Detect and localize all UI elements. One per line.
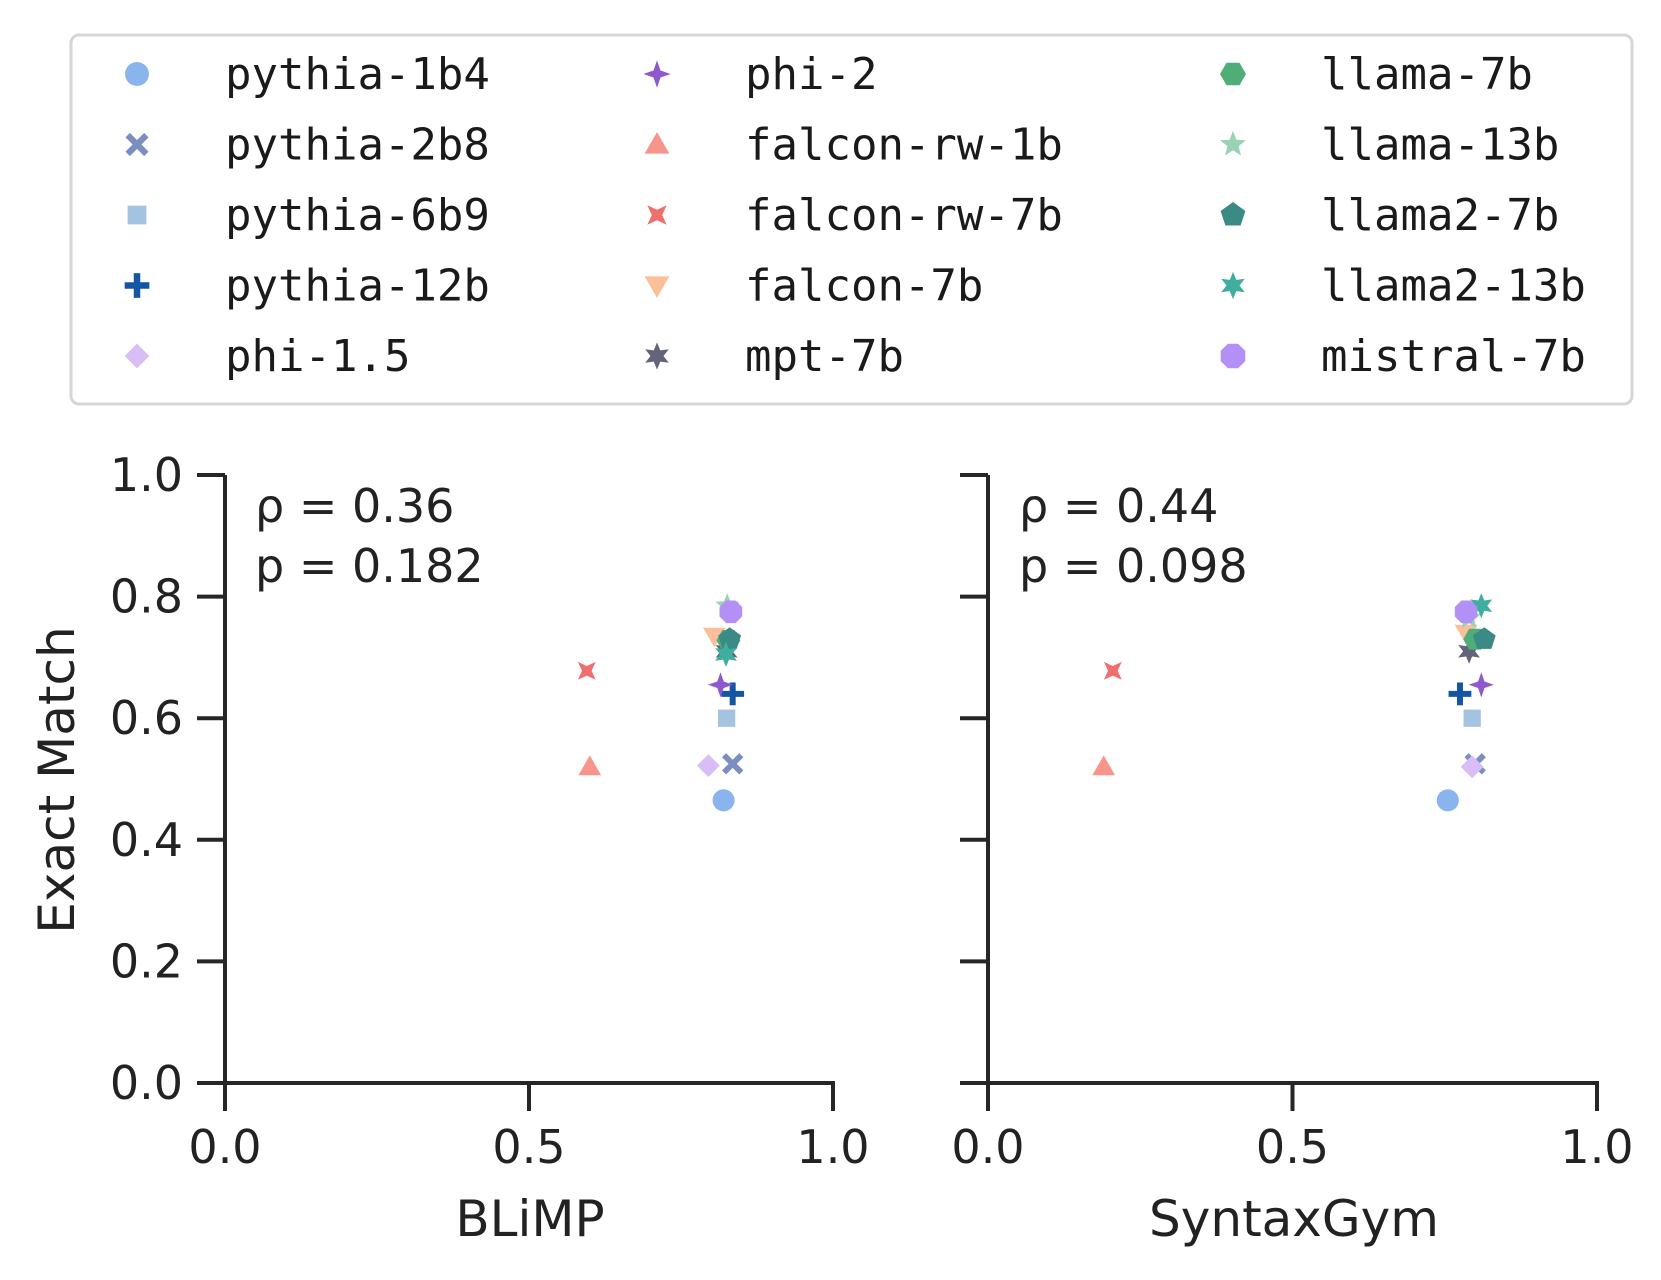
x-tick-label: 0.0 [188, 1120, 261, 1174]
point-llama2-7b [718, 627, 742, 649]
rho-annotation: ρ = 0.44 [1019, 479, 1218, 533]
legend-label: llama2-13b [1321, 261, 1586, 312]
legend-item: llama2-13b [1221, 261, 1586, 312]
legend-marker [644, 132, 670, 154]
point-mpt-7b [1458, 638, 1480, 664]
panel-blimp: ρ = 0.36 p = 0.182 BLiMP 0.0 0.2 0.4 0.6 0.8… [110, 448, 870, 1248]
y-tick-label: 1.0 [110, 448, 183, 502]
point-llama2-13b [1470, 593, 1493, 619]
point-pythia-6b9 [717, 709, 736, 727]
legend-marker [647, 205, 667, 225]
y-tick-label: 0.0 [110, 1056, 183, 1110]
p-annotation: p = 0.098 [1019, 539, 1248, 593]
point-pythia-6b9 [1463, 709, 1481, 727]
point-pythia-12b [721, 682, 745, 706]
legend-label: mpt-7b [745, 331, 904, 382]
point-phi-1.5 [697, 754, 720, 777]
legend-marker [1221, 271, 1245, 300]
legend-marker [644, 276, 670, 298]
point-mistral-7b [719, 600, 743, 624]
legend-item: pythia-12b [124, 261, 490, 312]
point-mistral-7b [1454, 600, 1478, 624]
legend-label: pythia-1b4 [225, 49, 490, 100]
legend-item: llama-13b [1220, 120, 1559, 171]
legend-label: phi-2 [745, 49, 877, 100]
legend-label: pythia-12b [225, 261, 490, 312]
rho-annotation: ρ = 0.36 [255, 479, 454, 533]
point-falcon-7b [703, 627, 726, 648]
point-falcon-rw-7b [577, 661, 596, 680]
legend-label: pythia-6b9 [225, 190, 490, 241]
x-axis-label: BLiMP [455, 1190, 604, 1248]
point-pythia-2b8 [722, 753, 744, 775]
legend-marker [125, 62, 149, 86]
legend-item: falcon-7b [644, 261, 983, 312]
legend-marker [124, 273, 150, 298]
legend-label: falcon-7b [745, 261, 983, 312]
y-tick-label: 0.8 [110, 570, 183, 624]
y-tick-label: 0.6 [110, 691, 183, 745]
y-axis-label: Exact Match [28, 626, 86, 933]
legend-item: mistral-7b [1220, 331, 1586, 382]
point-falcon-rw-1b [578, 755, 602, 776]
legend-label: falcon-rw-1b [745, 120, 1063, 171]
data-points [1092, 593, 1496, 812]
legend-marker [643, 60, 671, 88]
point-falcon-rw-1b [1092, 755, 1116, 776]
legend-item: llama2-7b [1220, 190, 1559, 241]
legend-label: mistral-7b [1321, 331, 1586, 382]
point-pythia-1b4 [1436, 789, 1459, 812]
legend-label: llama2-7b [1321, 190, 1559, 241]
data-points [577, 593, 745, 812]
legend-label: llama-7b [1321, 49, 1533, 100]
legend-item: pythia-1b4 [125, 49, 490, 100]
legend-marker [1220, 130, 1246, 156]
legend-item: phi-1.5 [124, 331, 410, 382]
panel-syntaxgym: ρ = 0.44 p = 0.098 SyntaxGym 0.0 0.5 1.0 [951, 473, 1634, 1248]
point-falcon-rw-7b [1103, 661, 1122, 680]
point-pythia-12b [1448, 682, 1472, 706]
x-axis-label: SyntaxGym [1149, 1190, 1439, 1248]
y-tick-label: 0.2 [110, 934, 183, 988]
point-llama2-13b [715, 641, 737, 667]
legend-item: llama-7b [1220, 49, 1533, 100]
legend-marker [1220, 343, 1246, 369]
legend-label: pythia-2b8 [225, 120, 490, 171]
legend-item: falcon-rw-1b [644, 120, 1063, 171]
legend-item: falcon-rw-7b [647, 190, 1063, 241]
legend-item: phi-2 [643, 49, 877, 100]
y-tick-label: 0.4 [110, 813, 183, 867]
legend-item: mpt-7b [645, 331, 904, 382]
legend-item: pythia-6b9 [127, 190, 490, 241]
legend-marker [1220, 202, 1246, 226]
legend-item: pythia-2b8 [125, 120, 490, 171]
legend: pythia-1b4 pythia-2b8 pythia-6b9 pythia-12b… [69, 33, 1634, 406]
x-tick-label: 0.5 [1256, 1120, 1329, 1174]
legend-frame [69, 33, 1634, 406]
legend-label: llama-13b [1321, 120, 1559, 171]
legend-marker [127, 205, 147, 225]
legend-label: falcon-rw-7b [745, 190, 1063, 241]
point-phi-2 [1468, 672, 1494, 698]
x-tick-label: 1.0 [1560, 1120, 1633, 1174]
legend-marker [1220, 62, 1246, 86]
x-tick-label: 1.0 [796, 1120, 869, 1174]
point-phi-1.5 [1460, 755, 1484, 779]
legend-marker [645, 342, 669, 370]
point-pythia-1b4 [712, 789, 735, 812]
p-annotation: p = 0.182 [255, 539, 484, 593]
point-phi-2 [707, 672, 734, 698]
legend-label: phi-1.5 [225, 331, 410, 382]
legend-marker [124, 343, 150, 369]
point-llama2-7b [1472, 627, 1496, 649]
x-tick-label: 0.0 [951, 1120, 1024, 1174]
x-tick-label: 0.5 [492, 1120, 565, 1174]
legend-marker [125, 132, 149, 157]
